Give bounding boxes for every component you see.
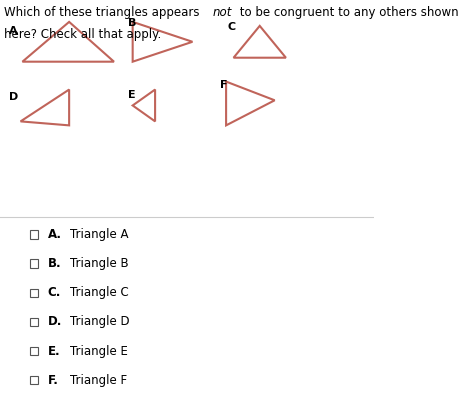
FancyBboxPatch shape [30, 230, 38, 239]
Text: not: not [212, 6, 231, 19]
FancyBboxPatch shape [30, 376, 38, 384]
Text: B: B [127, 18, 136, 28]
Text: F: F [220, 80, 227, 90]
Text: D.: D. [47, 316, 62, 328]
Text: here? Check all that apply.: here? Check all that apply. [4, 28, 161, 41]
Text: F.: F. [47, 374, 58, 386]
FancyBboxPatch shape [30, 289, 38, 297]
Text: to be congruent to any others shown: to be congruent to any others shown [236, 6, 458, 19]
Text: A: A [9, 26, 18, 36]
Text: C: C [227, 22, 236, 32]
Text: A.: A. [47, 228, 61, 241]
Text: Triangle A: Triangle A [70, 228, 128, 241]
Text: Which of these triangles appears: Which of these triangles appears [4, 6, 202, 19]
Text: Triangle C: Triangle C [70, 287, 128, 299]
FancyBboxPatch shape [30, 259, 38, 268]
FancyBboxPatch shape [30, 318, 38, 326]
Text: B.: B. [47, 258, 61, 270]
Text: D: D [9, 92, 19, 101]
FancyBboxPatch shape [30, 347, 38, 355]
Text: Triangle E: Triangle E [70, 345, 127, 357]
Text: E.: E. [47, 345, 60, 357]
Text: Triangle F: Triangle F [70, 374, 127, 386]
Text: C.: C. [47, 287, 61, 299]
Text: E: E [127, 90, 135, 100]
Text: Triangle B: Triangle B [70, 258, 128, 270]
Text: Triangle D: Triangle D [70, 316, 129, 328]
